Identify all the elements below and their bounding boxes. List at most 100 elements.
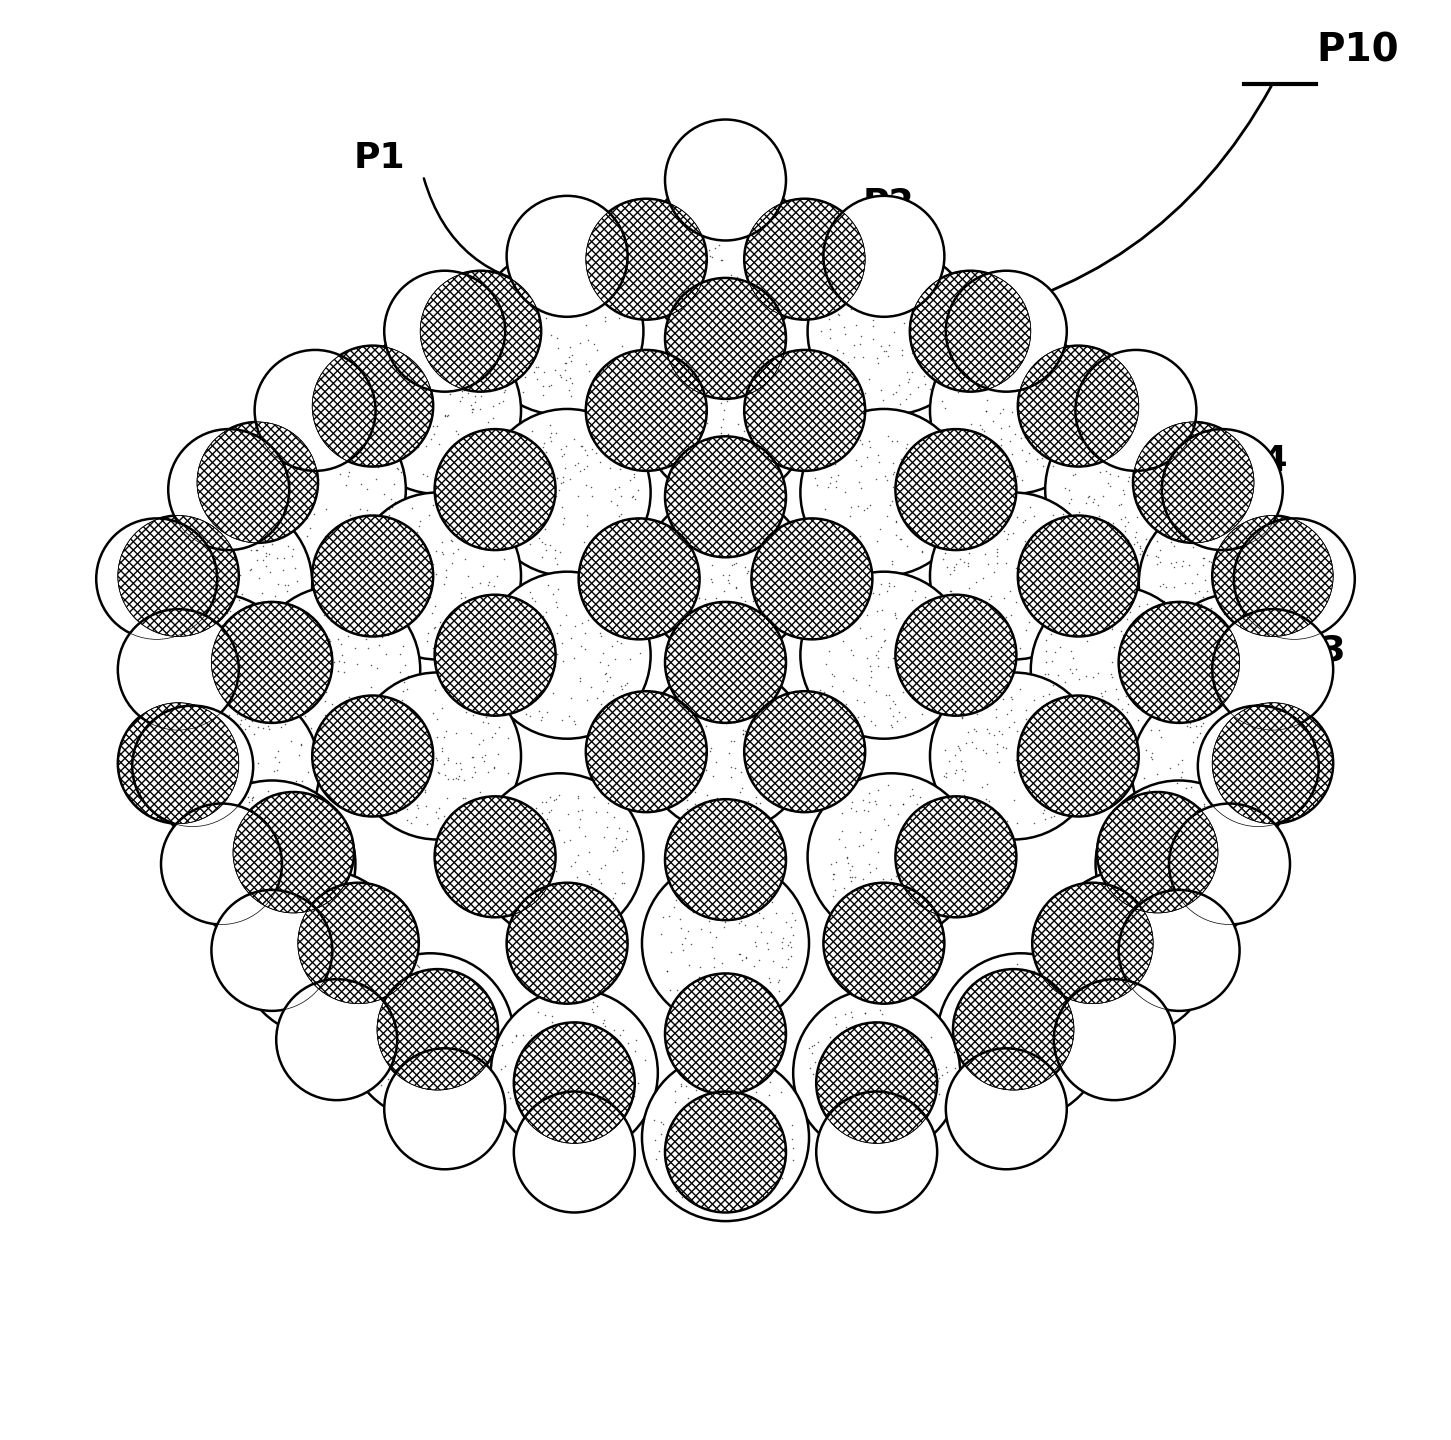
Point — [553, 507, 576, 530]
Point — [1116, 469, 1139, 492]
Point — [743, 870, 766, 893]
Point — [895, 432, 918, 455]
Point — [881, 716, 904, 739]
Point — [975, 788, 998, 811]
Point — [328, 888, 351, 912]
Point — [591, 680, 614, 703]
Point — [570, 1073, 593, 1096]
Point — [1165, 912, 1188, 935]
Point — [702, 1058, 726, 1081]
Point — [998, 431, 1022, 454]
Circle shape — [579, 518, 699, 639]
Point — [728, 1181, 752, 1204]
Point — [271, 438, 295, 461]
Point — [1196, 579, 1219, 602]
Point — [477, 379, 501, 402]
Point — [853, 1001, 876, 1024]
Point — [1229, 723, 1252, 746]
Point — [207, 560, 231, 583]
Point — [1151, 991, 1174, 1014]
Point — [726, 881, 749, 904]
Circle shape — [297, 883, 419, 1004]
Point — [814, 288, 837, 311]
Point — [740, 628, 763, 651]
Point — [353, 393, 376, 416]
Point — [901, 852, 924, 876]
Point — [604, 648, 627, 671]
Point — [1158, 660, 1181, 683]
Point — [624, 1040, 647, 1063]
Point — [672, 248, 695, 271]
Point — [1007, 1030, 1030, 1053]
Point — [872, 914, 895, 937]
Point — [843, 865, 866, 888]
Point — [290, 881, 313, 904]
Point — [1003, 471, 1026, 494]
Point — [266, 546, 289, 569]
Point — [557, 1106, 580, 1129]
Point — [540, 429, 563, 452]
Point — [332, 971, 355, 994]
Point — [1241, 775, 1264, 798]
Point — [585, 1056, 608, 1079]
Point — [534, 533, 557, 556]
Point — [477, 348, 501, 372]
Point — [409, 729, 432, 752]
Point — [358, 1032, 382, 1056]
Point — [415, 464, 438, 487]
Point — [1210, 795, 1233, 818]
Point — [488, 354, 511, 377]
Point — [913, 1058, 936, 1081]
Circle shape — [506, 883, 628, 1004]
Point — [254, 706, 277, 729]
Point — [712, 916, 736, 939]
Point — [827, 304, 850, 327]
Point — [685, 720, 708, 743]
Point — [757, 753, 781, 776]
Point — [1233, 681, 1257, 704]
Point — [724, 1086, 747, 1109]
Point — [273, 438, 296, 461]
Point — [1194, 622, 1217, 645]
Point — [454, 996, 477, 1020]
Point — [405, 769, 428, 792]
Point — [1249, 808, 1273, 831]
Point — [730, 531, 753, 554]
Point — [390, 760, 414, 783]
Point — [363, 374, 386, 397]
Point — [1178, 553, 1201, 576]
Circle shape — [152, 687, 319, 854]
Point — [1183, 822, 1206, 845]
Point — [324, 878, 347, 901]
Point — [1087, 661, 1110, 684]
Point — [459, 688, 482, 711]
Point — [184, 819, 207, 842]
Point — [615, 441, 638, 464]
Point — [1190, 593, 1213, 616]
Point — [1154, 888, 1177, 912]
Point — [905, 821, 929, 844]
Point — [1235, 732, 1258, 755]
Point — [247, 566, 270, 589]
Point — [956, 1004, 979, 1027]
Point — [501, 611, 524, 634]
Point — [884, 602, 907, 625]
Point — [431, 540, 454, 563]
Point — [643, 1109, 666, 1132]
Point — [219, 726, 242, 749]
Point — [197, 599, 221, 622]
Point — [695, 302, 718, 325]
Point — [807, 1031, 830, 1054]
Point — [689, 1189, 712, 1212]
Point — [714, 711, 737, 734]
Point — [360, 544, 383, 567]
Point — [527, 472, 550, 495]
Point — [750, 580, 773, 603]
Point — [174, 654, 197, 677]
Point — [209, 717, 232, 740]
Point — [1087, 492, 1110, 516]
Point — [1180, 704, 1203, 727]
Point — [366, 429, 389, 452]
Point — [731, 217, 755, 240]
Point — [576, 608, 599, 631]
